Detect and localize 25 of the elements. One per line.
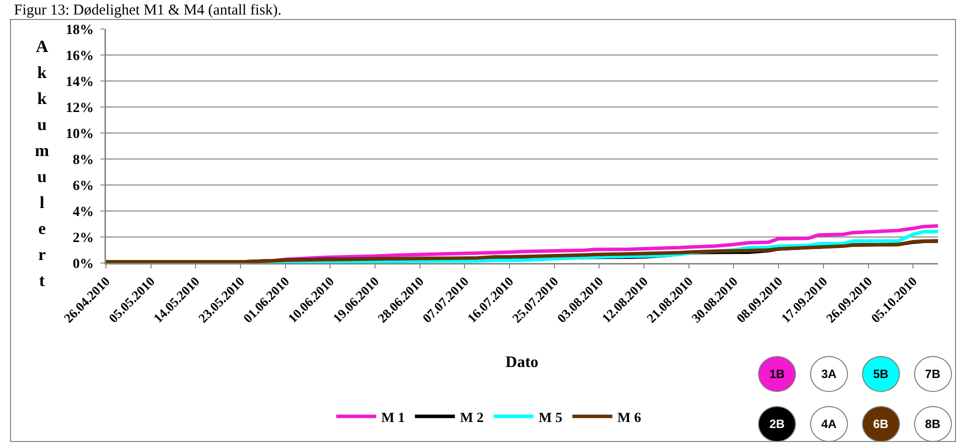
y-tick-label: 12% — [66, 100, 94, 116]
legend-label: M 1 — [381, 410, 405, 426]
text: Akkumulert — [34, 37, 50, 290]
y-tick-label: 18% — [66, 22, 94, 38]
legend-label: M 6 — [617, 410, 642, 426]
circle-badge: 8B — [914, 406, 952, 442]
x-axis-title: Dato — [506, 354, 538, 372]
circle-badge: 6B — [862, 406, 900, 442]
legend-label: M 2 — [460, 410, 484, 426]
circle-badge: 4A — [810, 406, 848, 442]
y-tick-label: 14% — [66, 74, 94, 90]
circle-badge: 7B — [914, 356, 952, 392]
legend-label: M 5 — [538, 410, 562, 426]
y-tick-label: 8% — [72, 152, 94, 168]
circle-badge: 3A — [810, 356, 848, 392]
circle-badge: 1B — [758, 356, 796, 392]
y-tick-label: 10% — [66, 126, 94, 142]
circle-badge: 2B — [758, 406, 796, 442]
y-tick-label: 2% — [72, 230, 94, 246]
chart-title: Figur 13: Dødelighet M1 & M4 (antall fisk). — [14, 2, 282, 18]
y-tick-label: 0% — [72, 256, 94, 272]
y-tick-label: 16% — [66, 48, 94, 64]
y-tick-label: 6% — [72, 178, 94, 194]
y-tick-label: 4% — [72, 204, 94, 220]
circle-badge: 5B — [862, 356, 900, 392]
